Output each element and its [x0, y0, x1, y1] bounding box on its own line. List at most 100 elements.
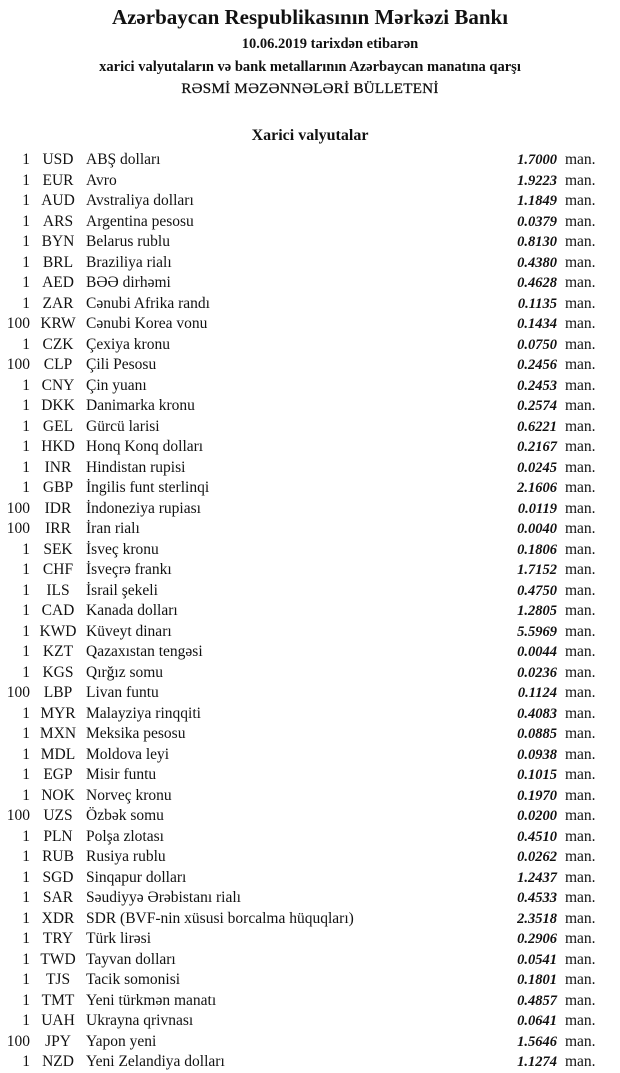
amount: 1	[22, 909, 30, 927]
amount: 1	[22, 233, 30, 250]
table-row: 100 CLP Çili Pesosu 0.2456 man.	[0, 355, 620, 376]
table-row: 1 XDR SDR (BVF-nin xüsusi borcalma hüquqla…	[0, 909, 620, 930]
amount: 1	[22, 212, 30, 230]
exchange-rate: 1.7152	[517, 562, 557, 578]
unit-label: man.	[565, 212, 596, 230]
currency-name: Tayvan dolları	[86, 950, 176, 968]
currency-code: KGS	[42, 663, 74, 681]
exchange-rate: 0.2906	[517, 931, 557, 947]
exchange-rate: 0.0119	[517, 500, 557, 517]
unit-label: man.	[565, 192, 596, 209]
currency-name: İsrail şekeli	[86, 581, 158, 599]
currency-code: BYN	[41, 233, 75, 250]
exchange-rate: 0.0262	[517, 849, 557, 865]
table-row: 100 UZS Özbək somu 0.0200 man.	[0, 806, 620, 827]
amount: 1	[22, 397, 30, 414]
unit-label: man.	[565, 376, 596, 394]
unit-label: man.	[565, 663, 596, 681]
exchange-rate: 0.8130	[517, 234, 557, 250]
table-row: 1 CZK Çexiya kronu 0.0750 man.	[0, 335, 620, 356]
table-row: 1 ARS Argentina pesosu 0.0379 man.	[0, 212, 620, 233]
currency-name: İndoneziya rupiası	[86, 499, 201, 517]
currency-code: UAH	[41, 1012, 75, 1029]
section-title: Xarici valyutalar	[251, 127, 369, 144]
table-row: 1 AED BƏƏ dirhəmi 0.4628 man.	[0, 273, 620, 294]
exchange-rate: 0.1806	[517, 541, 557, 558]
table-row: 1 EUR Avro 1.9223 man.	[0, 171, 620, 192]
currency-name: Çexiya kronu	[86, 335, 170, 353]
exchange-rate: 0.0236	[517, 664, 557, 681]
unit-label: man.	[565, 909, 596, 927]
unit-label: man.	[565, 991, 596, 1009]
amount: 1	[22, 438, 30, 455]
table-row: 1 MYR Malayziya rinqqiti 0.4083 man.	[0, 704, 620, 725]
currency-code: SEK	[43, 540, 73, 558]
table-row: 1 MXN Meksika pesosu 0.0885 man.	[0, 724, 620, 745]
currency-name: Hindistan rupisi	[86, 458, 186, 476]
exchange-rate: 0.2574	[517, 398, 557, 414]
table-row: 1 TMT Yeni türkmən manatı 0.4857 man.	[0, 991, 620, 1012]
table-row: 1 GBP İngilis funt sterlinqi 2.1606 man.	[0, 478, 620, 499]
table-row: 1 PLN Polşa zlotası 0.4510 man.	[0, 827, 620, 848]
exchange-rate: 0.0044	[517, 644, 557, 660]
currency-name: Malayziya rinqqiti	[86, 704, 201, 722]
table-row: 1 MDL Moldova leyi 0.0938 man.	[0, 745, 620, 766]
currency-code: ARS	[42, 212, 74, 230]
currency-code: UZS	[43, 807, 73, 824]
table-row: 1 UAH Ukrayna qrivnası 0.0641 man.	[0, 1011, 620, 1032]
currency-code: KRW	[40, 315, 76, 332]
exchange-rate: 1.5646	[517, 1033, 557, 1050]
currency-name: ABŞ dolları	[86, 151, 161, 168]
currency-name: Sinqapur dolları	[86, 868, 187, 886]
exchange-rate: 0.6221	[517, 418, 557, 435]
table-row: 1 TJS Tacik somonisi 0.1801 man.	[0, 970, 620, 991]
currency-code: NOK	[41, 786, 75, 804]
table-row: 1 USD ABŞ dolları 1.7000 man.	[0, 150, 620, 171]
currency-name: Cənubi Afrika randı	[86, 294, 210, 312]
exchange-rate: 1.1274	[517, 1054, 557, 1070]
currency-name: Norveç kronu	[86, 786, 172, 804]
currency-code: CNY	[41, 376, 75, 394]
unit-label: man.	[565, 417, 596, 435]
unit-label: man.	[565, 438, 596, 455]
amount: 1	[22, 786, 30, 804]
amount: 100	[6, 1032, 30, 1050]
unit-label: man.	[565, 766, 596, 783]
currency-name: Qırğız somu	[86, 663, 164, 681]
currency-name: Honq Konq dolları	[86, 438, 204, 455]
table-row: 1 KZT Qazaxıstan tengəsi 0.0044 man.	[0, 642, 620, 663]
table-row: 1 BYN Belarus rublu 0.8130 man.	[0, 232, 620, 253]
currency-name: BƏƏ dirhəmi	[86, 274, 171, 291]
table-row: 100 LBP Livan funtu 0.1124 man.	[0, 683, 620, 704]
currency-name: Meksika pesosu	[86, 725, 186, 742]
currency-name: Avro	[86, 171, 117, 189]
currency-code: SGD	[42, 868, 74, 886]
table-row: 100 JPY Yapon yeni 1.5646 man.	[0, 1032, 620, 1053]
exchange-rate: 0.1801	[517, 972, 557, 988]
currency-name: Yapon yeni	[86, 1032, 157, 1050]
table-row: 1 ZAR Cənubi Afrika randı 0.1135 man.	[0, 294, 620, 315]
table-row: 1 CNY Çin yuanı 0.2453 man.	[0, 376, 620, 397]
table-row: 100 IDR İndoneziya rupiası 0.0119 man.	[0, 499, 620, 520]
table-row: 1 NZD Yeni Zelandiya dolları 1.1274 man.	[0, 1052, 620, 1073]
currency-code: TMT	[41, 991, 75, 1009]
table-row: 1 KGS Qırğız somu 0.0236 man.	[0, 663, 620, 684]
exchange-rate: 0.1124	[517, 685, 557, 701]
amount: 100	[6, 807, 30, 824]
exchange-rate: 0.1970	[517, 787, 557, 804]
currency-code: AUD	[41, 192, 75, 209]
unit-label: man.	[565, 335, 596, 353]
amount: 1	[22, 274, 30, 291]
currency-code: GBP	[42, 479, 74, 496]
currency-code: MDL	[40, 745, 76, 763]
amount: 1	[22, 991, 30, 1009]
amount: 1	[22, 663, 30, 681]
exchange-rate: 1.7000	[517, 152, 557, 168]
currency-name: Misir funtu	[86, 766, 157, 783]
unit-label: man.	[565, 643, 596, 660]
unit-label: man.	[565, 561, 596, 578]
currency-name: Çili Pesosu	[86, 356, 157, 373]
amount: 1	[22, 294, 30, 312]
subtitle: xarici valyutaların və bank metallarının…	[99, 59, 521, 75]
exchange-rate: 0.1135	[517, 295, 557, 312]
